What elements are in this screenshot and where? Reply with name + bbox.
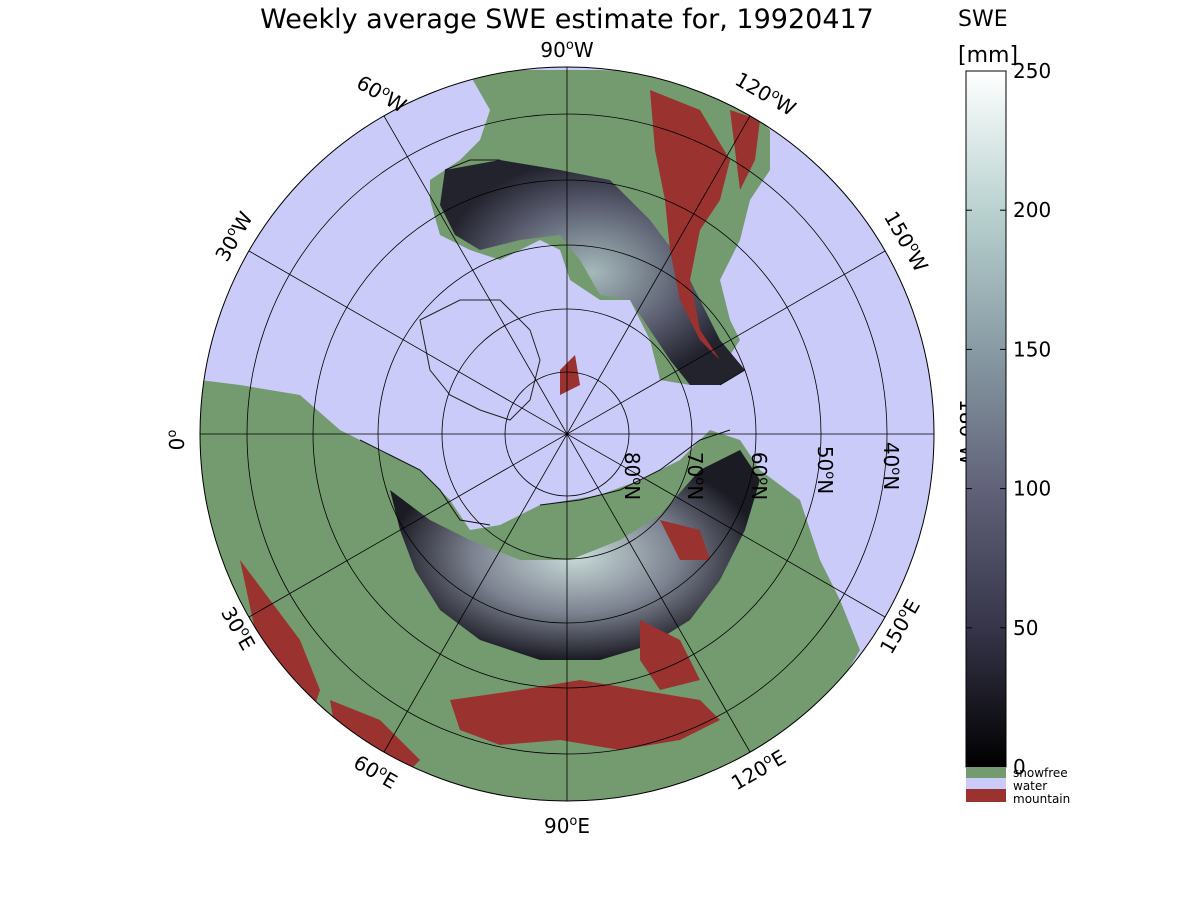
lat-label-70n: 70oN [683, 452, 707, 500]
mountain-regions [240, 90, 760, 801]
lon-label-90e: 90oE [544, 814, 590, 838]
lat-label-80n: 80oN [620, 452, 644, 500]
graticule [200, 67, 934, 801]
polar-map [200, 67, 934, 801]
lon-label-90w: 90oW [540, 38, 593, 62]
legend-label-mountain: mountain [1013, 792, 1070, 806]
colorbar-tick-label: 100 [1013, 477, 1051, 501]
legend-swatch-snowfree [966, 767, 1006, 778]
colorbar-tick-label: 150 [1013, 337, 1051, 361]
legend-swatch-mountain [966, 789, 1006, 802]
colorbar-label-units: [mm] [958, 43, 1018, 68]
colorbar-tick-label: 250 [1013, 59, 1051, 83]
lat-label-50n: 50oN [813, 446, 837, 494]
legend-label-snowfree: snowfree [1013, 766, 1068, 780]
colorbar-tick-label: 0 [1013, 755, 1026, 779]
figure-title: Weekly average SWE estimate for, 1992041… [260, 4, 874, 35]
lat-label-60n: 60oN [747, 452, 771, 500]
coastlines [359, 159, 746, 526]
colorbar-tick-label: 50 [1013, 616, 1038, 640]
eurasia-snow [390, 450, 760, 660]
legend-swatch-water [966, 778, 1006, 789]
colorbar-label-swe: SWE [958, 7, 1008, 32]
legend-label-water: water [1013, 779, 1047, 793]
colorbar-gradient [965, 70, 1007, 768]
lon-label-0: 0o [165, 430, 189, 451]
meridian-150w-30e [248, 250, 886, 618]
map-border [199, 66, 935, 802]
north-america-snow [440, 160, 745, 385]
lon-label-60w: 60oW [352, 70, 410, 117]
colorbar-tick-label: 200 [1013, 198, 1051, 222]
lat-label-40n: 40oN [879, 442, 903, 490]
latitude-labels: 80oN 70oN 60oN 50oN 40oN [620, 442, 903, 500]
